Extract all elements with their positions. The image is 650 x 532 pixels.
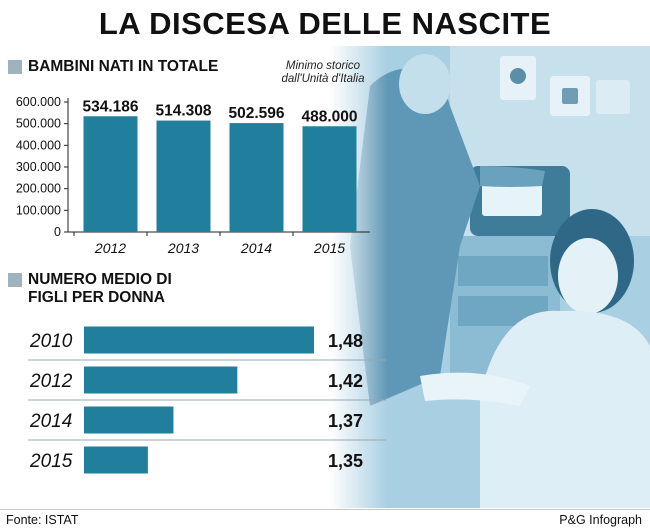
x-tick-label: 2015: [313, 240, 345, 256]
y-tick-label: 200.000: [16, 182, 61, 196]
hospital-photo: [330, 46, 650, 508]
y-tick-label: 500.000: [16, 117, 61, 131]
hbar-value-label: 1,48: [328, 331, 363, 351]
y-tick-label: 0: [54, 225, 61, 239]
record-low-annotation: Minimo storico dall'Unità d'Italia: [281, 60, 365, 85]
hbar-value-label: 1,35: [328, 451, 363, 471]
section-marker: [8, 60, 22, 74]
photo-fade: [330, 46, 650, 508]
hbar-value-label: 1,42: [328, 371, 363, 391]
hbar-category-label: 2015: [29, 451, 73, 472]
bar-2013: [156, 120, 211, 232]
y-tick-label: 300.000: [16, 160, 61, 174]
hbar-chart-heading: NUMERO MEDIO DI FIGLI PER DONNA: [28, 271, 172, 306]
hbar-category-label: 2012: [29, 371, 73, 392]
bar-2015: [302, 126, 357, 232]
x-tick-label: 2014: [240, 240, 272, 256]
hbar-2010: [84, 326, 314, 354]
y-tick-label: 100.000: [16, 203, 61, 217]
bar-value-label: 502.596: [228, 105, 284, 122]
hbar-category-label: 2014: [29, 411, 72, 432]
hbar-2014: [84, 406, 174, 434]
hbar-category-label: 2010: [29, 331, 73, 352]
hbar-2012: [84, 366, 238, 394]
bar-value-label: 514.308: [155, 103, 211, 120]
footer: Fonte: ISTAT P&G Infograph: [0, 509, 650, 532]
births-bar-chart: 0 100.000 200.000 300.000 400.000 500.000 600.…: [16, 95, 370, 256]
y-tick-label: 400.000: [16, 138, 61, 152]
hbar-value-label: 1,37: [328, 411, 363, 431]
bar-2014: [229, 123, 284, 232]
section-marker: [8, 273, 22, 287]
hbar-2015: [84, 446, 148, 474]
fertility-bar-chart: 2010 1,48 2012 1,42 2014 1,37 2015 1,35: [28, 326, 386, 474]
infographic-title: LA DISCESA DELLE NASCITE: [98, 6, 552, 41]
x-tick-label: 2013: [167, 240, 199, 256]
credit-label: P&G Infograph: [559, 513, 642, 527]
bar-value-label: 534.186: [82, 98, 138, 115]
source-label: Fonte: ISTAT: [6, 513, 79, 527]
x-tick-label: 2012: [94, 240, 126, 256]
y-tick-label: 600.000: [16, 95, 61, 109]
bar-value-label: 488.000: [301, 108, 357, 125]
bar-2012: [83, 116, 138, 232]
bar-chart-heading: BAMBINI NATI IN TOTALE: [28, 58, 219, 75]
